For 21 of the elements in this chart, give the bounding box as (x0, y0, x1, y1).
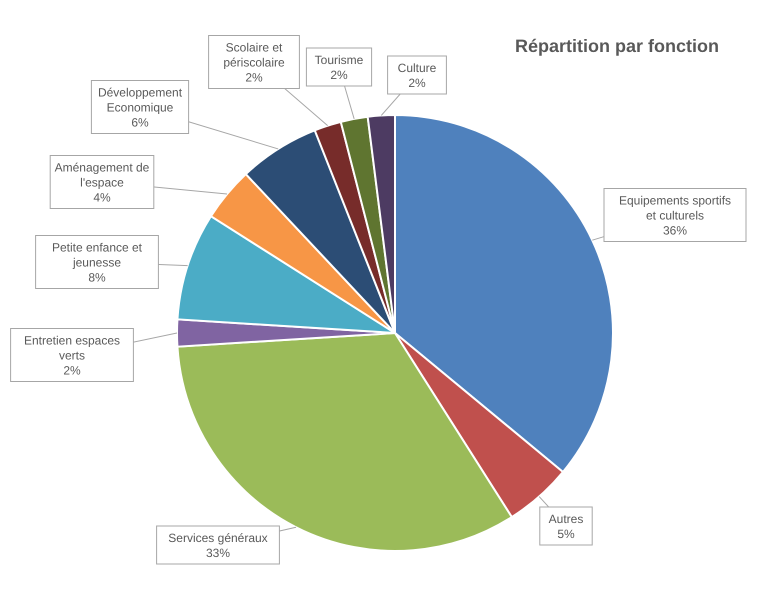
data-label: 2% (330, 68, 348, 82)
data-label: 2% (408, 76, 426, 90)
data-label: 36% (662, 224, 688, 238)
data-label: 4% (93, 190, 111, 204)
data-label: 33% (206, 546, 230, 560)
data-label: 2% (245, 70, 263, 84)
slice-label: Autres (548, 512, 584, 526)
data-label: 5% (557, 527, 575, 541)
data-label: 6% (131, 116, 149, 130)
data-label: 2% (63, 364, 81, 378)
slice-label: Petite enfance et jeunesse (52, 240, 143, 270)
chart-title: Répartition par fonction (515, 36, 719, 57)
slice-label: Culture (398, 61, 437, 75)
slice-label: Equipements sportifs et culturels (618, 194, 732, 222)
slice-label: Aménagement de l'espace (54, 160, 150, 190)
slice-label: Tourisme (314, 53, 364, 67)
slice-label: Services généraux (168, 531, 268, 545)
slice-label: Développement Economique (98, 86, 183, 114)
slice-label: Scolaire et périscolaire (223, 40, 286, 70)
slice-label: Entretien espaces verts (24, 334, 120, 362)
data-label: 8% (88, 270, 106, 284)
